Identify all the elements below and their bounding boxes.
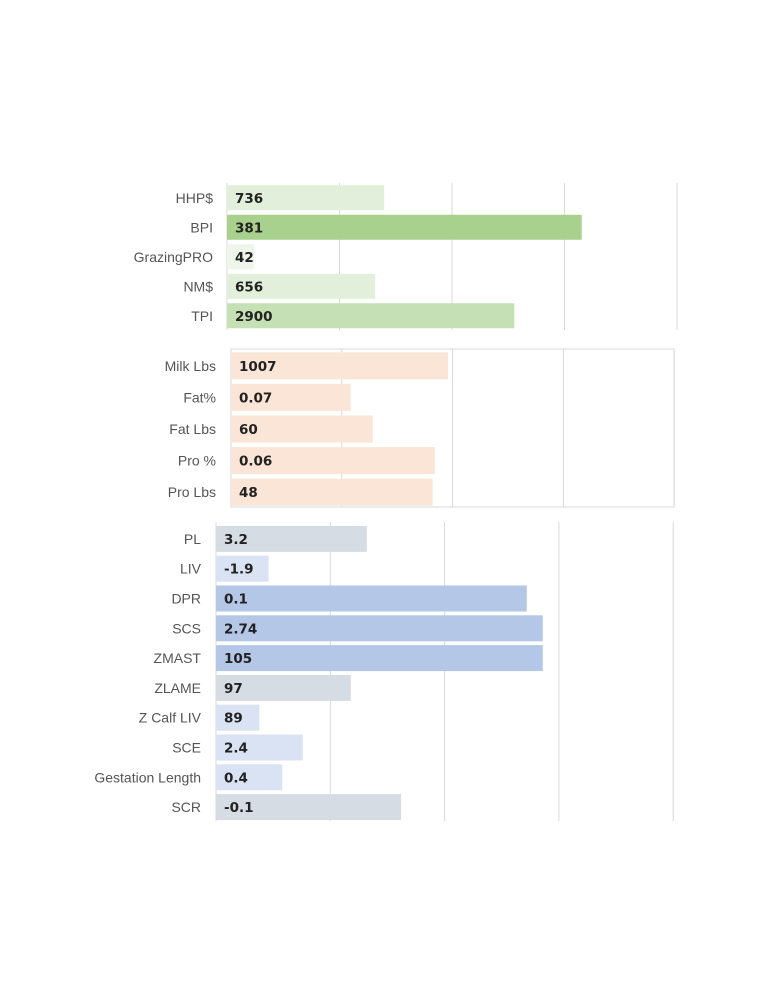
category-label: SCS xyxy=(172,620,201,636)
panel-2: Milk Lbs 1007 Fat% 0.07 Fat Lbs 60 Pro % 0.06 Pr… xyxy=(165,348,675,508)
bar xyxy=(227,214,582,240)
bar xyxy=(216,674,351,701)
value-label: 42 xyxy=(235,250,254,266)
bar xyxy=(227,244,254,270)
value-label: 105 xyxy=(224,651,252,667)
category-label: Fat Lbs xyxy=(169,421,216,437)
bar xyxy=(216,585,527,612)
bar xyxy=(227,303,515,329)
category-label: LIV xyxy=(180,561,202,577)
chart-panels: HHP$ 736 BPI 381 GrazingPRO 42 NM$ 656 TPI 2900 Mi… xyxy=(94,183,678,821)
category-label: TPI xyxy=(191,308,213,324)
category-label: Fat% xyxy=(183,389,216,405)
value-label: 60 xyxy=(239,422,258,438)
value-label: -1.9 xyxy=(224,562,254,578)
value-label: 0.4 xyxy=(224,770,248,786)
category-label: GrazingPRO xyxy=(134,249,213,265)
category-label: ZMAST xyxy=(154,650,202,666)
value-label: 0.1 xyxy=(224,592,248,608)
category-label: NM$ xyxy=(183,278,213,294)
category-label: Milk Lbs xyxy=(165,358,216,374)
category-label: Pro % xyxy=(178,453,216,469)
panel-1: HHP$ 736 BPI 381 GrazingPRO 42 NM$ 656 TPI 2900 xyxy=(134,183,678,330)
bar xyxy=(231,352,449,380)
value-label: 2900 xyxy=(235,309,273,325)
bar xyxy=(216,794,402,821)
bar xyxy=(216,764,283,791)
value-label: 381 xyxy=(235,220,263,236)
value-label: 0.06 xyxy=(239,454,272,470)
category-label: DPR xyxy=(171,591,201,607)
bar xyxy=(231,478,433,506)
value-label: 48 xyxy=(239,485,258,501)
category-label: PL xyxy=(184,531,201,547)
value-label: 97 xyxy=(224,681,243,697)
bar xyxy=(227,185,385,211)
value-label: 2.4 xyxy=(224,741,248,757)
category-label: HHP$ xyxy=(176,190,214,206)
value-label: 736 xyxy=(235,191,263,207)
category-label: Pro Lbs xyxy=(168,484,216,500)
value-label: 2.74 xyxy=(224,621,257,637)
category-label: Gestation Length xyxy=(94,769,201,785)
category-label: SCE xyxy=(172,740,201,756)
panel-3: PL 3.2 LIV -1.9 DPR 0.1 SCS 2.74 ZMAST 105 ZLAME 97… xyxy=(94,522,674,821)
category-label: ZLAME xyxy=(154,680,201,696)
bar xyxy=(231,415,373,443)
bar xyxy=(216,615,543,642)
bar xyxy=(231,383,351,411)
value-label: -0.1 xyxy=(224,800,254,816)
category-label: SCR xyxy=(171,799,201,815)
value-label: 3.2 xyxy=(224,532,248,548)
bar xyxy=(216,555,269,582)
bar xyxy=(216,645,543,672)
value-label: 0.07 xyxy=(239,390,272,406)
category-label: BPI xyxy=(190,219,213,235)
bar xyxy=(227,273,376,299)
value-label: 89 xyxy=(224,711,243,727)
category-label: Z Calf LIV xyxy=(139,710,202,726)
bar xyxy=(231,447,435,475)
bar xyxy=(216,704,260,731)
value-label: 1007 xyxy=(239,359,277,375)
bar xyxy=(216,525,367,552)
value-label: 656 xyxy=(235,279,263,295)
bar xyxy=(216,734,303,761)
